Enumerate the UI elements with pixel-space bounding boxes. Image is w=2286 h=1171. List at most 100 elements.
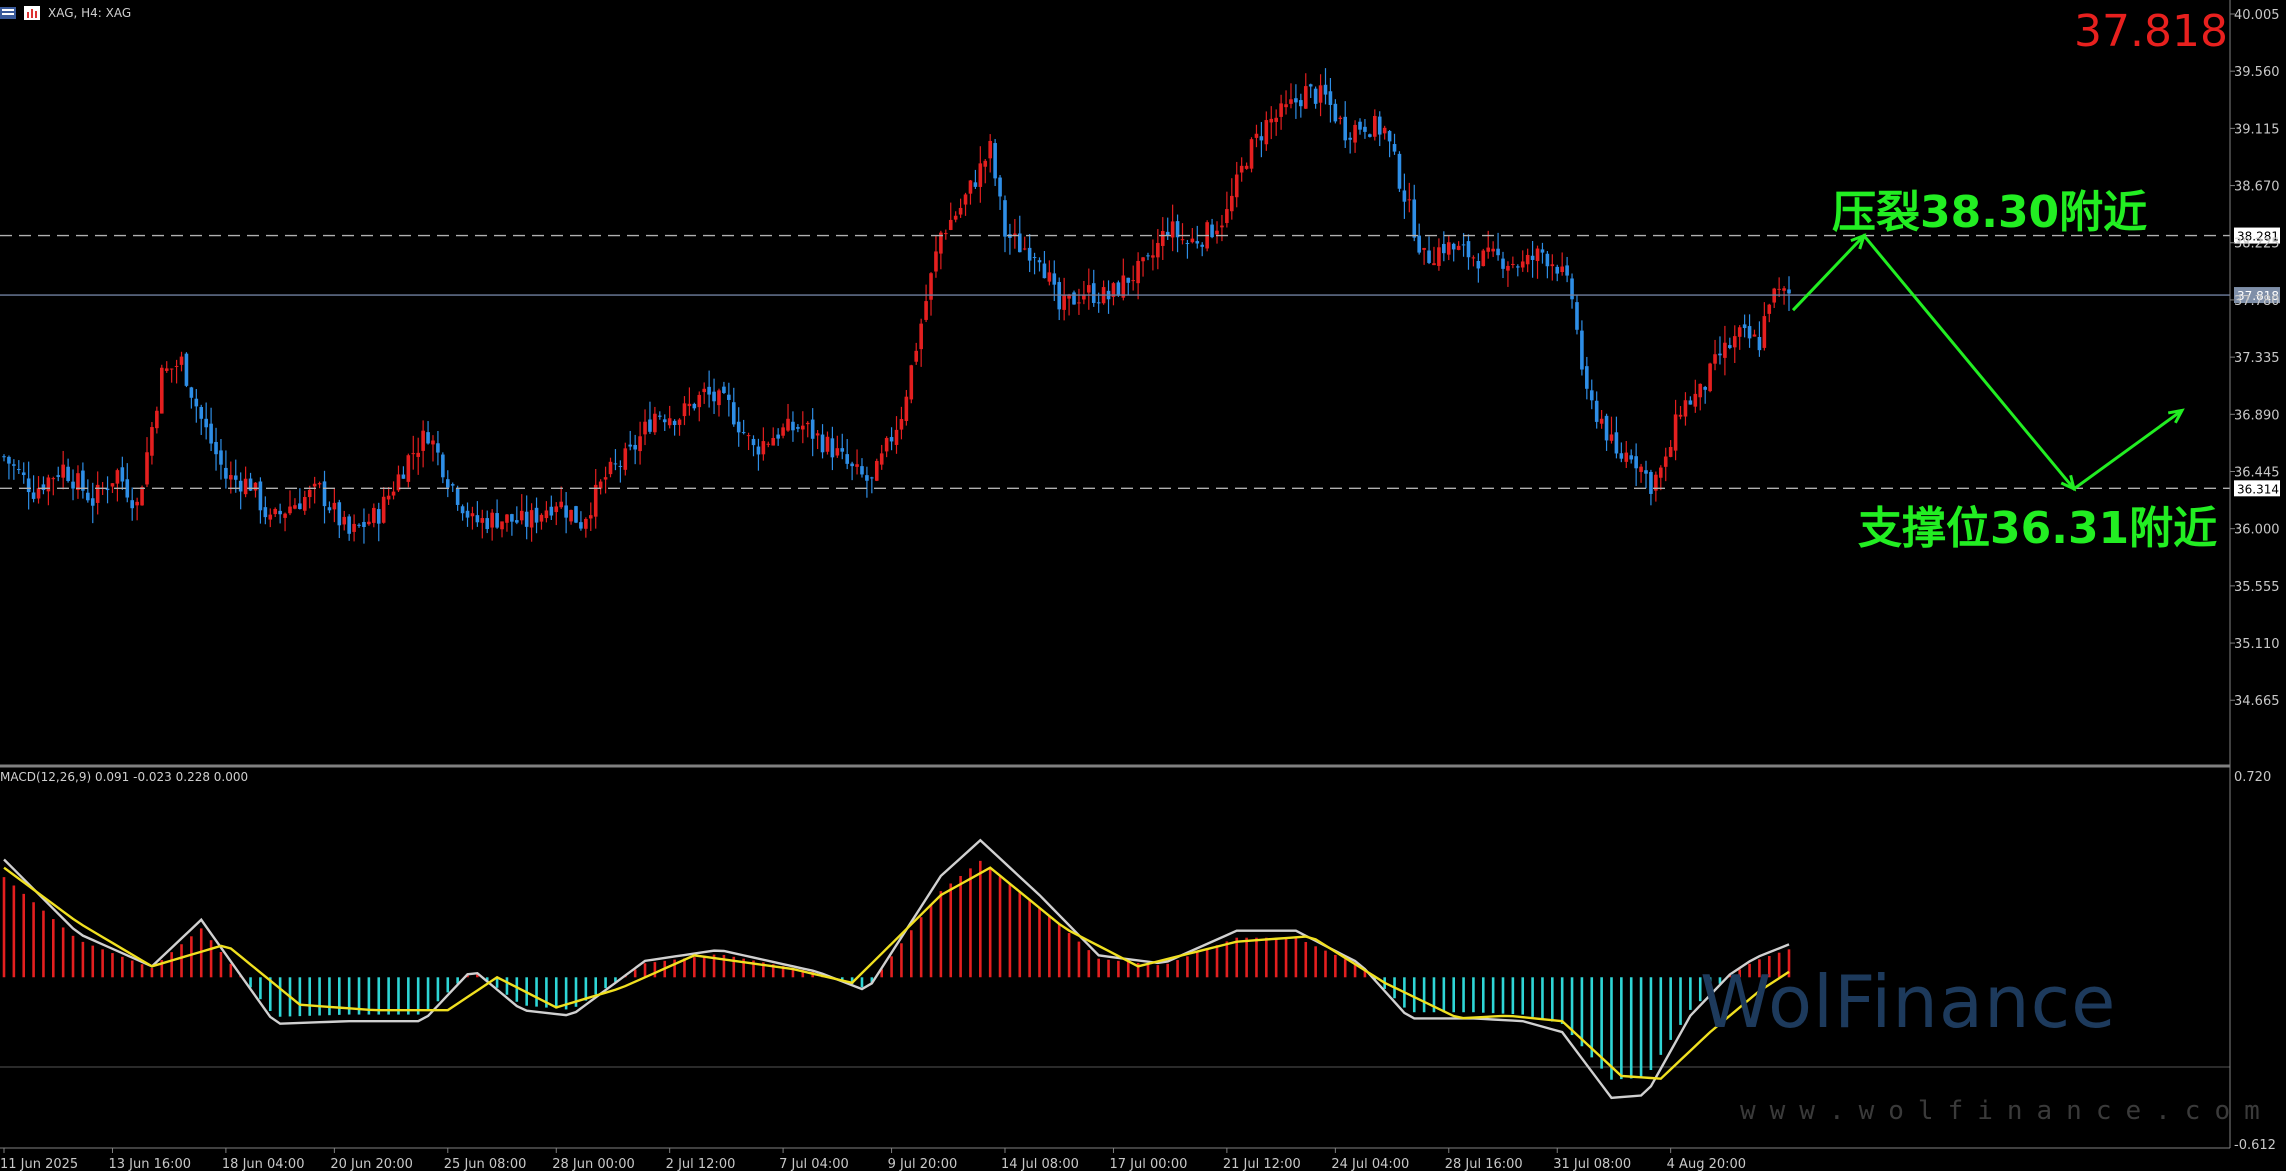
candle-body	[515, 520, 519, 523]
candle-body	[155, 410, 159, 429]
candle-body	[36, 488, 41, 499]
candle-body	[1511, 263, 1515, 265]
candle-body	[1575, 302, 1579, 330]
candle-body	[618, 465, 623, 467]
price-tick-label: 35.110	[2234, 637, 2280, 652]
candle-body	[1520, 261, 1525, 268]
candle-body	[1013, 233, 1017, 235]
candle-body	[1338, 117, 1343, 119]
arrow-head-up	[1850, 233, 1867, 250]
candle-body	[929, 273, 933, 300]
candle-body	[633, 444, 637, 450]
candle-body	[174, 365, 179, 367]
candle-body	[455, 488, 460, 505]
candle-body	[1244, 165, 1249, 169]
candle-body	[243, 478, 248, 495]
candle-body	[307, 489, 312, 498]
macd-tick-label: 0.720	[2234, 770, 2271, 785]
candle-body	[1200, 244, 1205, 247]
candle-body	[1525, 254, 1530, 265]
candle-body	[731, 402, 736, 425]
candle-body	[337, 502, 342, 526]
candle-body	[1594, 400, 1599, 422]
candle-body	[1017, 233, 1022, 253]
menu-icon[interactable]	[0, 6, 18, 20]
candle-body	[697, 394, 702, 408]
candle-body	[1027, 247, 1032, 261]
price-tick-label: 38.225	[2234, 237, 2280, 252]
candle-body	[1156, 242, 1160, 258]
time-tick-label: 14 Jul 08:00	[1001, 1157, 1079, 1171]
candle-body	[1126, 277, 1131, 283]
candle-body	[801, 425, 805, 430]
candle-body	[1644, 470, 1648, 474]
candle-body	[835, 448, 840, 456]
candle-body	[1175, 221, 1180, 238]
time-tick-label: 28 Jun 00:00	[552, 1157, 635, 1171]
candle-body	[322, 481, 327, 507]
candle-body	[776, 434, 780, 439]
candle-body	[1146, 255, 1150, 257]
candle-body	[2, 456, 6, 458]
symbol-info: XAG, H4: XAG	[48, 6, 132, 20]
time-tick-label: 20 Jun 20:00	[330, 1157, 413, 1171]
candle-body	[658, 415, 662, 417]
candle-body	[130, 500, 135, 509]
macd-signal-line	[3, 866, 1790, 1080]
horizontal-lines: 38.281 37.818 36.314	[0, 227, 2280, 497]
candle-body	[1308, 84, 1313, 87]
candle-body	[953, 215, 958, 220]
candle-body	[480, 518, 485, 523]
candle-body	[1003, 200, 1007, 237]
candle-body	[1067, 294, 1071, 299]
candle-body	[16, 469, 21, 471]
candle-body	[692, 403, 697, 409]
candle-body	[332, 502, 337, 510]
candle-body	[1787, 289, 1791, 294]
candle-body	[761, 441, 766, 455]
candle-body	[475, 515, 480, 523]
candle-body	[1693, 393, 1698, 407]
candle-body	[973, 182, 978, 187]
candle-body	[1496, 248, 1500, 256]
candle-body	[1264, 120, 1269, 145]
candle-body	[71, 481, 75, 489]
price-level-label: 38.281	[2237, 230, 2279, 244]
candle-body	[914, 350, 919, 362]
candle-body	[1141, 257, 1145, 262]
candle-body	[95, 484, 100, 503]
resistance-annotation: 压裂38.30附近	[1832, 187, 2148, 238]
price-tick-label: 40.005	[2234, 8, 2280, 23]
candle-body	[1091, 283, 1096, 303]
candle-body	[870, 477, 874, 479]
candle-body	[889, 437, 894, 442]
candle-body	[1501, 258, 1505, 269]
time-tick-label: 18 Jun 04:00	[222, 1157, 305, 1171]
candle-body	[1037, 260, 1042, 263]
candle-body	[1032, 257, 1037, 259]
candle-body	[593, 484, 598, 517]
candle-body	[1131, 280, 1135, 282]
candle-body	[1580, 330, 1584, 370]
candle-body	[352, 523, 356, 532]
candle-body	[904, 396, 909, 421]
candle-body	[672, 420, 677, 426]
candle-body	[470, 513, 475, 517]
price-tick-label: 37.780	[2234, 294, 2280, 309]
time-tick-label: 2 Jul 12:00	[666, 1157, 736, 1171]
candle-body	[1269, 118, 1274, 123]
candle-body	[1254, 133, 1259, 138]
candle-body	[944, 233, 948, 235]
candle-body	[312, 483, 317, 487]
candle-body	[1294, 98, 1298, 103]
bar-chart-icon[interactable]	[24, 6, 42, 20]
candle-body	[1614, 432, 1619, 454]
candle-body	[963, 194, 968, 205]
candle-body	[396, 474, 401, 491]
price-tick-label: 39.560	[2234, 65, 2280, 80]
candle-body	[687, 403, 692, 407]
price-tick-label: 36.000	[2234, 523, 2280, 538]
candle-body	[1072, 292, 1076, 305]
candle-body	[1422, 247, 1426, 250]
